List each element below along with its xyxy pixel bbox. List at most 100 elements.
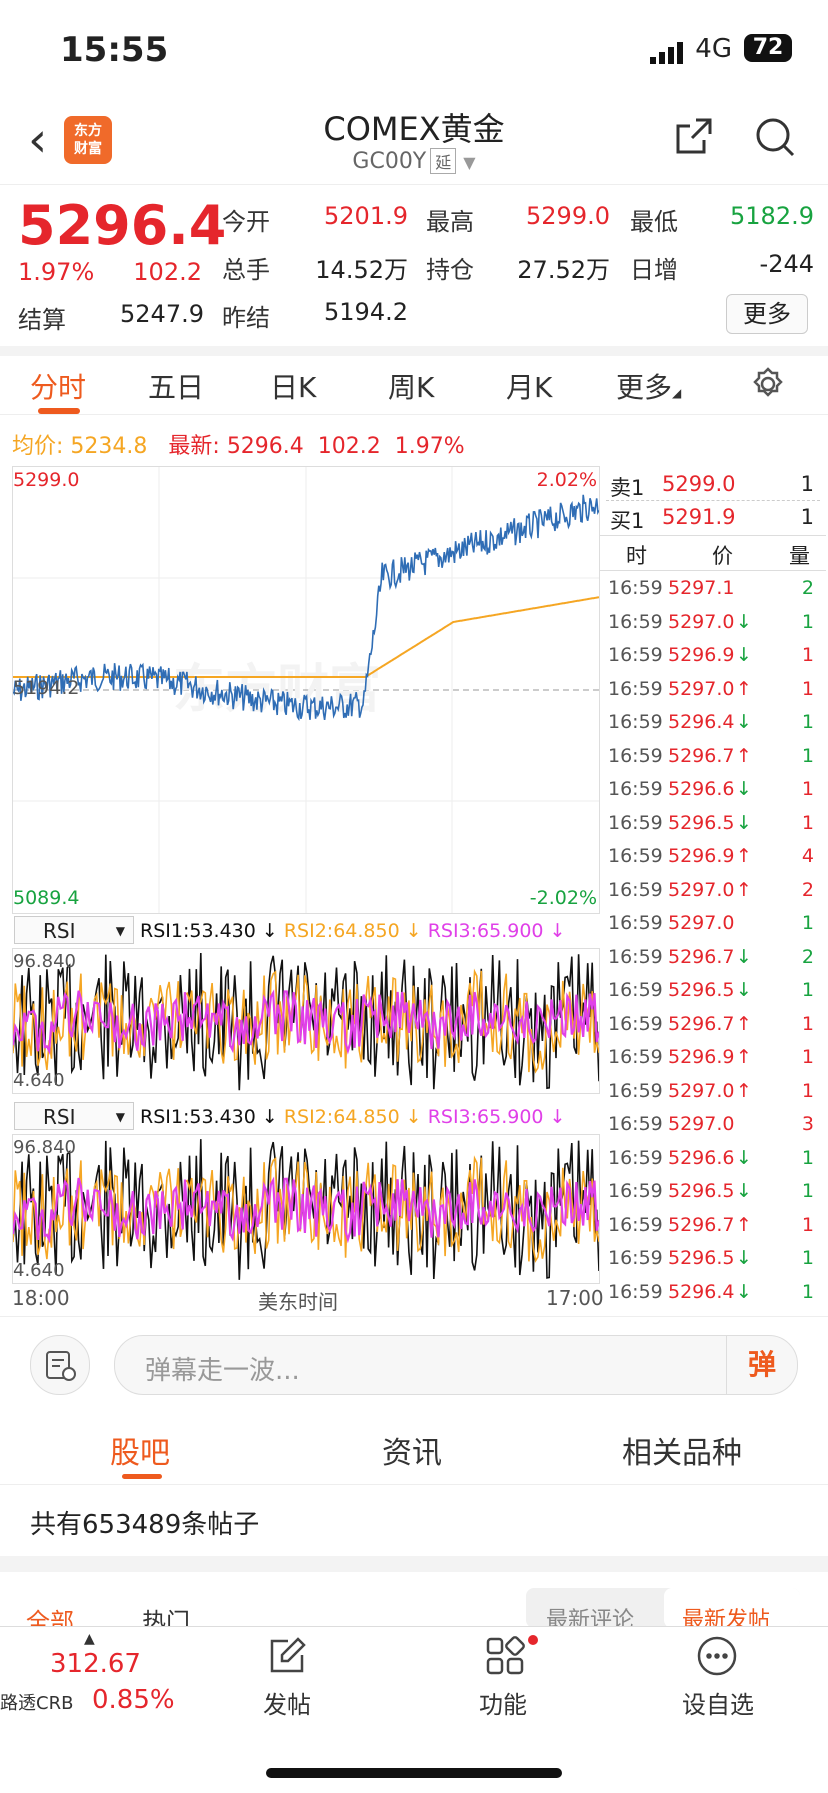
daily-increase-value: -244 [759,250,814,278]
open-interest-label: 持仓 [426,256,474,284]
nav-post[interactable]: 发帖 [263,1691,311,1719]
trade-row: 16:59 5296.5 ↓ 1 [608,811,814,834]
change-pct: 1.97% [18,258,95,286]
share-icon[interactable] [674,116,714,156]
rsi-top-label: 96.840 [13,1137,76,1158]
rsi-legend-1: RSI ▼ RSI1:53.430 ↓ RSI2:64.850 ↓ RSI3:65… [12,912,598,948]
price-line [13,494,599,722]
home-indicator [266,1768,562,1778]
tab-more[interactable]: 更多◢ [616,371,682,404]
comment-bar: 弹幕走一波... 弹 [0,1316,828,1413]
rsi-bottom-label: 4.640 [13,1260,65,1281]
trades-list[interactable]: 16:59 5297.1 2 16:59 5297.0 ↓ 1 16:59 5296.9 ↓ 1 16… [600,571,826,1308]
more-button[interactable]: 更多 [726,294,808,334]
delayed-badge: 延 [430,148,457,174]
forum-tab-indicator [122,1474,162,1479]
trade-row: 16:59 5297.0 ↓ 1 [608,610,814,633]
rsi-chart-2[interactable]: 96.840 4.640 [12,1134,600,1284]
status-bar: 15:55 4G 72 [0,0,828,90]
post-filters: 全部 热门 最新评论 最新发帖 [0,1580,828,1636]
search-icon[interactable] [754,116,796,158]
trade-row: 16:59 5296.7 ↑ 1 [608,744,814,767]
crb-pct: 0.85% [92,1685,175,1715]
notification-dot [528,1635,538,1645]
app-logo: 东方 财富 [64,116,112,164]
intraday-chart[interactable]: 东方财富 5299.0 2.02% 5194.2 5089.4 -2.02% [12,466,600,914]
tab-intraday[interactable]: 分时 [30,371,87,404]
volume-label: 总手 [222,256,270,284]
trade-row: 16:59 5296.7 ↑ 1 [608,1213,814,1236]
tab-monthly-k[interactable]: 月K [506,371,553,404]
prev-settle-value: 5194.2 [324,298,408,326]
quote-panel: 5296.4 1.97% 102.2 结算 5247.9 今开 5201.9 总… [0,186,828,356]
trade-row: 16:59 5296.7 ↑ 1 [608,1012,814,1035]
document-icon[interactable] [30,1335,90,1395]
more-dots-icon[interactable] [696,1635,738,1681]
y-max-label: 5299.0 [13,469,80,491]
tab-forum[interactable]: 股吧 [110,1436,170,1471]
tab-five-day[interactable]: 五日 [148,371,205,404]
open-value: 5201.9 [324,202,408,230]
latest-price: 5296.4 [226,434,304,459]
prev-settle-label: 昨结 [222,304,270,332]
volume-value: 14.52万 [315,256,408,284]
trade-row: 16:59 5296.9 ↑ 1 [608,1046,814,1068]
trade-row: 16:59 5296.5 ↓ 1 [608,1247,814,1269]
comment-input[interactable]: 弹幕走一波... 弹 [114,1335,798,1395]
ask-row: 卖1 5299.0 1 [610,472,814,500]
nav-function[interactable]: 功能 [479,1691,527,1719]
tab-news[interactable]: 资讯 [382,1436,442,1471]
crb-name: 路透CRB [0,1693,74,1714]
bottom-nav: ▲ 312.67 路透CRB 0.85% 发帖 功能 设自选 [0,1626,828,1793]
trade-row: 16:59 5297.0 ↑ 1 [608,1079,814,1102]
signal-icon [650,42,688,68]
rsi-top-label: 96.840 [13,951,76,972]
x-mid-label: 美东时间 [258,1290,338,1314]
trade-row: 16:59 5297.0 ↑ 2 [608,878,814,901]
contract-code[interactable]: GC00Y 延 ▼ [352,148,476,174]
rsi3-line [13,1176,599,1244]
rsi3-line [13,989,599,1055]
page-title: COMEX黄金 [323,110,505,148]
sort-latest-post-bg [664,1588,800,1628]
y-min-pct: -2.02% [529,887,597,909]
danmaku-button[interactable]: 弹 [726,1336,797,1394]
order-book: 卖1 5299.0 1 买1 5291.9 1 时 价 量 16:59 5297.… [600,466,826,1308]
x-end-label: 17:00 [546,1286,604,1310]
trade-row: 16:59 5296.5 ↓ 1 [608,979,814,1001]
sort-toggle: 最新评论 最新发帖 [526,1588,800,1633]
avg-price: 5234.8 [70,434,148,459]
rsi-selector-2[interactable]: RSI ▼ [14,1102,134,1130]
rsi-chart-1[interactable]: 96.840 4.640 [12,948,600,1094]
trades-header: 时 价 量 [600,535,826,571]
settings-icon[interactable] [750,366,786,406]
open-label: 今开 [222,208,270,236]
function-icon[interactable] [484,1635,526,1681]
post-count: 共有653489条帖子 [0,1486,828,1572]
edit-icon[interactable] [266,1635,308,1681]
rsi-bottom-label: 4.640 [13,1070,65,1091]
trade-row: 16:59 5297.0 ↑ 1 [608,677,814,700]
high-value: 5299.0 [526,202,610,230]
open-interest-value: 27.52万 [517,256,610,284]
trade-row: 16:59 5296.4 ↓ 1 [608,1280,814,1303]
tab-related[interactable]: 相关品种 [622,1436,742,1471]
trade-row: 16:59 5296.7 ↓ 2 [608,945,814,968]
nav-add-watchlist[interactable]: 设自选 [682,1691,754,1719]
trade-row: 16:59 5297.0 1 [608,912,814,934]
settle-label: 结算 [18,306,66,334]
network-label: 4G [695,34,732,64]
x-start-label: 18:00 [12,1286,70,1310]
tab-indicator [38,408,80,414]
back-icon[interactable]: ‹ [28,112,48,168]
avg-price-bar: 均价: 5234.8 最新: 5296.4 102.2 1.97% [12,434,465,459]
tab-weekly-k[interactable]: 周K [388,371,435,404]
rsi-legend-2: RSI ▼ RSI1:53.430 ↓ RSI2:64.850 ↓ RSI3:65… [12,1098,598,1134]
tab-daily-k[interactable]: 日K [270,371,317,404]
trade-row: 16:59 5296.6 ↓ 1 [608,1146,814,1169]
comment-placeholder: 弹幕走一波... [145,1356,300,1386]
rsi-selector-1[interactable]: RSI ▼ [14,916,134,944]
battery-icon: 72 [744,34,792,62]
trade-row: 16:59 5297.0 3 [608,1113,814,1135]
trade-row: 16:59 5296.4 ↓ 1 [608,711,814,733]
